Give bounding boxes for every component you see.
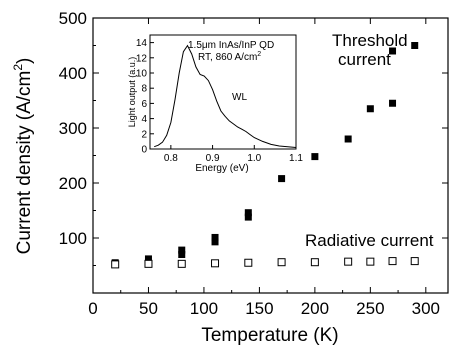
inset-frame (149, 34, 297, 150)
radiative-point (111, 260, 120, 269)
x-tick-label: 200 (301, 299, 329, 318)
threshold-point (244, 213, 252, 221)
y-tick-label: 100 (59, 229, 87, 248)
inset-wl-label: WL (232, 92, 247, 103)
threshold-label-line2: current (338, 50, 391, 69)
threshold-point (311, 153, 319, 161)
x-tick-label: 0 (88, 299, 97, 318)
radiative-point (177, 259, 186, 268)
inset-y-tick-label: 12 (136, 53, 148, 64)
inset-y-tick-label: 0 (141, 145, 147, 156)
inset-text-superscript: 2 (257, 51, 261, 58)
threshold-point (389, 47, 397, 55)
x-tick-label: 100 (190, 299, 218, 318)
inset-y-tick-label: 2 (141, 129, 147, 140)
inset-y-tick-label: 4 (141, 114, 147, 125)
radiative-point (211, 259, 220, 268)
y-axis-title: Current density (A/cm2) (11, 58, 35, 255)
threshold-point (244, 209, 252, 217)
radiative-point (344, 257, 353, 266)
inset-y-tick-label: 8 (141, 84, 147, 95)
threshold-point (366, 105, 374, 113)
threshold-point (389, 99, 397, 107)
radiative-point (277, 258, 286, 267)
radiative-point (366, 257, 375, 266)
threshold-point (211, 238, 219, 246)
main-axis-ticks (92, 17, 448, 293)
inset-x-axis-title: Energy (eV) (195, 163, 248, 174)
threshold-point (278, 175, 286, 183)
radiative-point (310, 258, 319, 267)
radiative-point (244, 258, 253, 267)
inset-y-axis-title: Light output (a.u.) (127, 57, 137, 128)
inset-x-tick-label: 0.9 (206, 153, 220, 164)
y-tick-label: 400 (59, 64, 87, 83)
x-tick-label: 150 (245, 299, 273, 318)
inset-y-tick-label: 14 (136, 38, 148, 49)
x-tick-label: 300 (412, 299, 440, 318)
threshold-point (344, 135, 352, 143)
radiative-point (410, 257, 419, 266)
threshold-point (178, 246, 186, 254)
x-axis-title: Temperature (K) (201, 325, 338, 346)
y-axis-title-superscript: 2 (11, 64, 25, 71)
threshold-label-line1: Threshold (332, 31, 408, 50)
inset-axis-tick-labels: 0.8 0.9 1.0 1.1 0 2 4 6 8 10 12 14 (136, 38, 304, 164)
threshold-point (144, 255, 152, 263)
inset-y-tick-label: 10 (136, 69, 148, 80)
radiative-label: Radiative current (305, 231, 434, 250)
radiative-point (144, 259, 153, 268)
main-data-points (111, 42, 419, 269)
inset-spectrum-line (154, 44, 297, 148)
y-tick-label: 500 (59, 9, 87, 28)
inset-text-line2: RT, 860 A/cm2 (198, 51, 261, 63)
threshold-point (211, 233, 219, 241)
inset-x-tick-label: 1.0 (247, 153, 261, 164)
radiative-point (388, 257, 397, 266)
inset-x-tick-label: 0.8 (164, 153, 178, 164)
x-tick-label: 250 (356, 299, 384, 318)
threshold-point (178, 251, 186, 258)
inset-axis-ticks (150, 42, 297, 150)
inset-y-tick-label: 6 (141, 99, 147, 110)
y-tick-label: 300 (59, 119, 87, 138)
y-tick-label: 200 (59, 174, 87, 193)
threshold-point (411, 42, 419, 49)
x-tick-label: 50 (139, 299, 158, 318)
inset-x-tick-label: 1.1 (289, 153, 303, 164)
inset-text-line1: 1.5μm InAs/InP QD (188, 40, 274, 51)
